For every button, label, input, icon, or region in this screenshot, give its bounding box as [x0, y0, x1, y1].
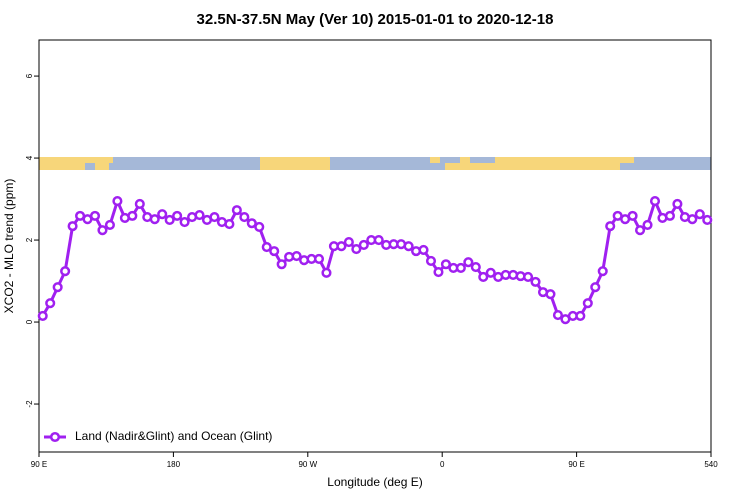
- data-point: [351, 244, 362, 255]
- data-point: [52, 282, 63, 293]
- data-point: [157, 209, 168, 220]
- data-point: [582, 298, 593, 309]
- land: [260, 157, 330, 170]
- data-point: [164, 214, 175, 226]
- data-point: [179, 216, 190, 228]
- data-point: [523, 271, 534, 283]
- data-point: [478, 271, 489, 283]
- data-point: [597, 266, 608, 277]
- data-point: [694, 209, 705, 220]
- data-point: [313, 253, 325, 264]
- data-point: [321, 267, 332, 278]
- data-point: [343, 237, 354, 248]
- data-point: [112, 196, 123, 207]
- data-point: [67, 221, 78, 232]
- land: [95, 163, 109, 170]
- data-point: [664, 210, 675, 221]
- x-tick-label: 90 W: [298, 460, 317, 469]
- data-point: [702, 214, 713, 226]
- data-point: [336, 241, 347, 252]
- land: [460, 157, 470, 163]
- data-point: [269, 246, 280, 257]
- x-tick-label: 90 E: [568, 460, 584, 469]
- y-tick-label: 4: [25, 155, 34, 160]
- data-point: [642, 219, 653, 230]
- plot-frame: [38, 39, 712, 453]
- data-point: [261, 241, 272, 253]
- land: [495, 157, 620, 170]
- y-tick-label: 0: [25, 319, 34, 324]
- data-point: [231, 205, 242, 216]
- data-point: [463, 257, 474, 268]
- y-axis-label: XCO2 - MLO trend (ppm): [2, 179, 16, 314]
- data-point: [254, 221, 265, 232]
- data-point: [552, 310, 563, 321]
- data-point: [440, 259, 451, 270]
- data-point: [45, 298, 56, 309]
- data-point: [97, 225, 108, 236]
- x-tick-label: 0: [440, 460, 445, 469]
- legend-label: Land (Nadir&Glint) and Ocean (Glint): [75, 429, 272, 443]
- data-point: [545, 289, 556, 300]
- data-point: [127, 210, 138, 221]
- data-point: [172, 210, 183, 221]
- land: [620, 157, 634, 163]
- data-point: [575, 310, 586, 321]
- data-point: [37, 310, 48, 321]
- land: [445, 163, 495, 170]
- legend-marker: [49, 431, 61, 443]
- data-point: [246, 218, 257, 229]
- data-point: [209, 212, 220, 223]
- data-point: [635, 225, 646, 236]
- data-point: [590, 282, 601, 293]
- data-point: [358, 239, 369, 251]
- data-point: [104, 219, 115, 230]
- data-point: [530, 276, 541, 287]
- series-line: [41, 196, 709, 321]
- data-point: [425, 255, 437, 267]
- data-point: [649, 196, 661, 207]
- x-axis-label: Longitude (deg E): [327, 475, 422, 489]
- data-point: [403, 241, 414, 252]
- data-point: [418, 244, 429, 255]
- data-point: [605, 221, 616, 232]
- x-tick-label: 180: [167, 460, 181, 469]
- data-point: [224, 219, 235, 230]
- land: [430, 157, 440, 163]
- chart-title: 32.5N-37.5N May (Ver 10) 2015-01-01 to 2…: [197, 11, 554, 28]
- data-point: [239, 212, 250, 223]
- data-point: [194, 209, 205, 221]
- land-ocean-band: [39, 157, 711, 170]
- land: [39, 157, 85, 170]
- data-point: [627, 210, 638, 221]
- data-point: [149, 214, 160, 225]
- data-point: [373, 235, 384, 246]
- data-point: [485, 267, 496, 278]
- data-point: [60, 266, 71, 277]
- y-tick-label: 2: [25, 237, 34, 242]
- x-tick-label: 540: [704, 460, 718, 469]
- data-point: [134, 198, 145, 210]
- y-tick-label: 6: [25, 73, 34, 78]
- data-point: [276, 259, 287, 270]
- data-point: [687, 214, 698, 225]
- data-point: [672, 198, 683, 210]
- data-point: [291, 250, 302, 262]
- land: [85, 157, 113, 163]
- x-tick-label: 90 E: [31, 460, 47, 469]
- data-point: [433, 266, 444, 278]
- data-point: [470, 262, 481, 273]
- data-point: [89, 210, 101, 221]
- y-tick-label: -2: [25, 400, 34, 408]
- data-point: [455, 262, 466, 273]
